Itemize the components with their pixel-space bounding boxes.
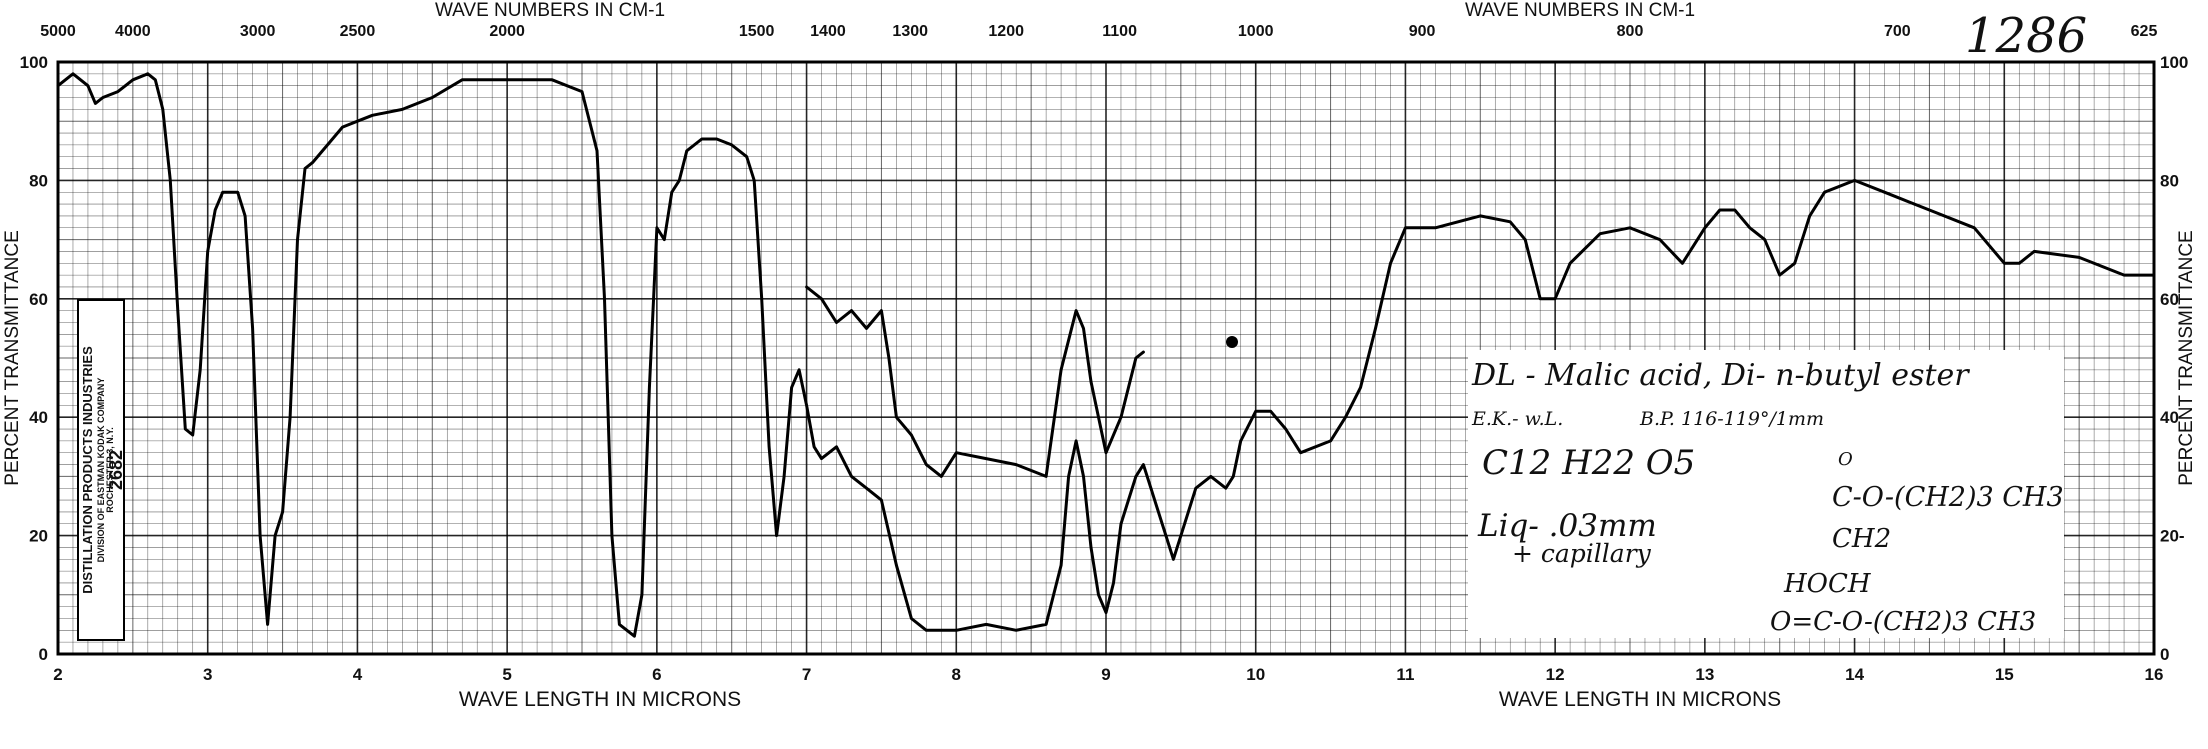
y-tick-label-left: 100: [20, 53, 48, 72]
sample-line-2: + capillary: [1512, 539, 1652, 568]
structure-line-5: O=C-O-(CH2)3 CH3: [1770, 607, 2036, 637]
structure-line-4: HOCH: [1783, 569, 1872, 599]
spectrum-trace-1: [56, 72, 2156, 638]
spectrum-number: 1286: [1965, 8, 2087, 64]
source-note: E.K.- w.L.: [1471, 408, 1563, 430]
x-tick-label-wavenumber: 2000: [489, 23, 525, 40]
x-tick-label-micron: 15: [1995, 665, 2014, 684]
molecular-formula: C12 H22 O5: [1482, 443, 1695, 483]
x-tick-label-micron: 11: [1396, 665, 1414, 684]
x-tick-label-wavenumber: 3000: [240, 23, 276, 40]
x-tick-label-micron: 2: [53, 665, 62, 684]
x-tick-label-wavenumber: 800: [1617, 23, 1644, 40]
y-tick-label-left: 80: [29, 171, 48, 190]
annotation-box: DL - Malic acid, Di- n-butyl ester E.K.-…: [1468, 350, 2064, 638]
x-tick-label-wavenumber: 2500: [340, 23, 376, 40]
x-tick-label-micron: 6: [652, 665, 661, 684]
structure-line-1: O: [1838, 449, 1853, 470]
right-axis-label: PERCENT TRANSMITTANCE: [2176, 230, 2197, 485]
y-tick-label-right: 0: [2160, 645, 2169, 664]
x-tick-label-micron: 13: [1695, 665, 1714, 684]
compound-name: DL - Malic acid, Di- n-butyl ester: [1471, 358, 1970, 393]
x-tick-label-wavenumber: 700: [1884, 23, 1911, 40]
x-tick-label-wavenumber: 1300: [892, 23, 928, 40]
x-tick-label-wavenumber: 5000: [40, 23, 76, 40]
structure-line-2: C-O-(CH2)3 CH3: [1832, 482, 2064, 513]
stray-dot: [1226, 336, 1238, 348]
x-tick-label-micron: 10: [1246, 665, 1265, 684]
y-tick-label-right: 60: [2160, 290, 2179, 309]
x-tick-label-wavenumber: 625: [2131, 23, 2158, 40]
x-tick-label-wavenumber: 900: [1409, 23, 1436, 40]
x-tick-label-micron: 12: [1546, 665, 1565, 684]
top-axis-label-left: WAVE NUMBERS IN CM-1: [435, 0, 665, 21]
bottom-axis-label-left: WAVE LENGTH IN MICRONS: [459, 688, 741, 711]
y-tick-label-left: 60: [29, 290, 48, 309]
left-axis-label: PERCENT TRANSMITTANCE: [2, 230, 23, 485]
y-tick-label-right: 100: [2160, 53, 2188, 72]
x-tick-label-micron: 5: [502, 665, 511, 684]
x-tick-label-micron: 14: [1845, 665, 1864, 684]
y-tick-label-left: 20: [29, 527, 48, 546]
x-tick-label-wavenumber: 1400: [810, 23, 846, 40]
boiling-point: B.P. 116-119°/1mm: [1639, 408, 1824, 430]
spectrum-trace-2: [805, 285, 1145, 478]
y-tick-label-right: 20-: [2160, 527, 2185, 546]
stamp-division: DIVISION OF EASTMAN KODAK COMPANY: [96, 378, 106, 563]
stamp-company: DISTILLATION PRODUCTS INDUSTRIES: [80, 346, 95, 594]
x-tick-label-micron: 4: [353, 665, 363, 684]
x-tick-label-wavenumber: 1100: [1102, 23, 1137, 40]
spectrum-traces: [56, 72, 2156, 638]
y-tick-label-left: 40: [29, 408, 48, 427]
x-tick-label-wavenumber: 1000: [1238, 23, 1274, 40]
x-tick-label-micron: 16: [2145, 665, 2164, 684]
x-tick-label-wavenumber: 1500: [739, 23, 775, 40]
x-tick-label-wavenumber: 1200: [988, 23, 1024, 40]
y-tick-label-right: 40: [2160, 408, 2179, 427]
y-tick-label-left: 0: [39, 645, 48, 664]
x-tick-label-micron: 7: [802, 665, 811, 684]
top-axis-label-right: WAVE NUMBERS IN CM-1: [1465, 0, 1695, 21]
x-tick-label-wavenumber: 4000: [115, 23, 151, 40]
structure-line-3: CH2: [1832, 524, 1891, 554]
plot-frame: [56, 60, 2156, 656]
x-tick-label-micron: 3: [203, 665, 212, 684]
x-tick-label-micron: 8: [952, 665, 961, 684]
bottom-axis-label-right: WAVE LENGTH IN MICRONS: [1499, 688, 1781, 711]
x-tick-label-micron: 9: [1101, 665, 1110, 684]
sample-line-1: Liq- .03mm: [1477, 508, 1657, 544]
company-stamp: DISTILLATION PRODUCTS INDUSTRIES DIVISIO…: [77, 299, 126, 641]
stamp-city: ROCHESTER 3, N.Y.: [105, 427, 115, 513]
stamp-number: 2682: [106, 450, 126, 490]
y-tick-label-right: 80: [2160, 171, 2179, 190]
